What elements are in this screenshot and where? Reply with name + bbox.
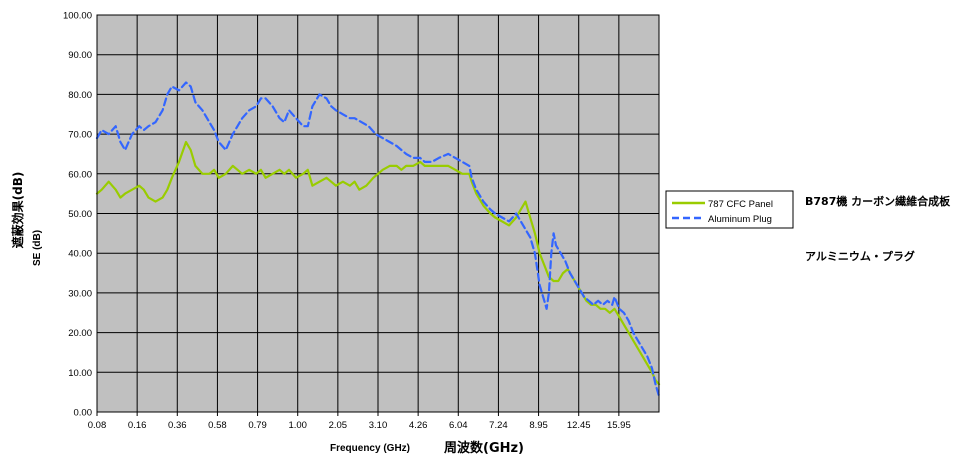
x-axis-label: Frequency (GHz) <box>330 443 410 454</box>
x-tick-label: 6.04 <box>449 420 468 431</box>
y-tick-label: 40.00 <box>68 249 92 260</box>
y-tick-label: 20.00 <box>68 328 92 339</box>
y-tick-label: 0.00 <box>74 408 93 419</box>
x-tick-label: 8.95 <box>529 420 548 431</box>
x-tick-label: 3.10 <box>369 420 388 431</box>
series-line-aluminum-plug <box>95 81 661 398</box>
x-axis-label-jp: 周波数(GHz) <box>444 440 524 456</box>
x-tick-label: 7.24 <box>489 420 508 431</box>
legend-label-cfc: 787 CFC Panel <box>708 199 773 210</box>
x-tick-label: 0.79 <box>248 420 267 431</box>
x-tick-label: 0.58 <box>208 420 227 431</box>
x-tick-label: 15.95 <box>607 420 631 431</box>
x-tick-labels: 0.08 0.16 0.36 0.58 0.79 1.00 2.05 3.10 4.26 6.04… <box>88 420 631 431</box>
plot-border <box>96 14 660 413</box>
y-axis-label-jp: 遮蔽効果(dB) <box>10 172 25 249</box>
y-tick-label: 60.00 <box>68 169 92 180</box>
x-tick-label: 0.36 <box>168 420 187 431</box>
series-layer <box>95 81 661 398</box>
x-tick-label: 4.26 <box>409 420 428 431</box>
y-tick-label: 10.00 <box>68 368 92 379</box>
y-tick-label: 100.00 <box>63 11 92 22</box>
x-tick-label: 2.05 <box>329 420 348 431</box>
y-tick-labels: 0.00 10.00 20.00 30.00 40.00 50.00 60.00 70.00 8… <box>63 11 92 419</box>
y-tick-label: 90.00 <box>68 50 92 61</box>
y-tick-label: 50.00 <box>68 209 92 220</box>
y-axis-label: SE (dB) <box>32 230 43 266</box>
y-tick-label: 80.00 <box>68 90 92 101</box>
annotation-cfc-jp: B787機 カーボン繊維合成板 <box>805 194 951 208</box>
x-tick-label: 1.00 <box>288 420 307 431</box>
y-tick-label: 30.00 <box>68 288 92 299</box>
legend: 787 CFC Panel Aluminum Plug <box>665 190 794 229</box>
x-tick-label: 12.45 <box>567 420 591 431</box>
legend-label-aluminum: Aluminum Plug <box>708 214 772 225</box>
x-tick-label: 0.16 <box>128 420 147 431</box>
y-tick-label: 70.00 <box>68 130 92 141</box>
x-tick-label: 0.08 <box>88 420 107 431</box>
annotation-aluminum-jp: アルミニウム・プラグ <box>805 249 915 263</box>
